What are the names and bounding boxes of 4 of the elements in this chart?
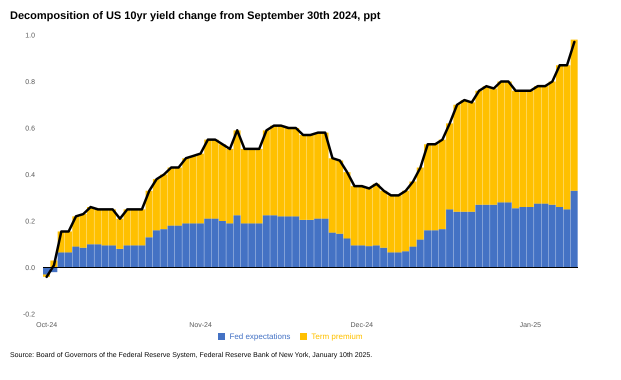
chart-title: Decomposition of US 10yr yield change from September 30th 2024, ppt <box>10 10 380 22</box>
legend-label: Term premium <box>311 332 363 341</box>
legend-label: Fed expectations <box>229 332 290 341</box>
line-series <box>45 40 576 278</box>
